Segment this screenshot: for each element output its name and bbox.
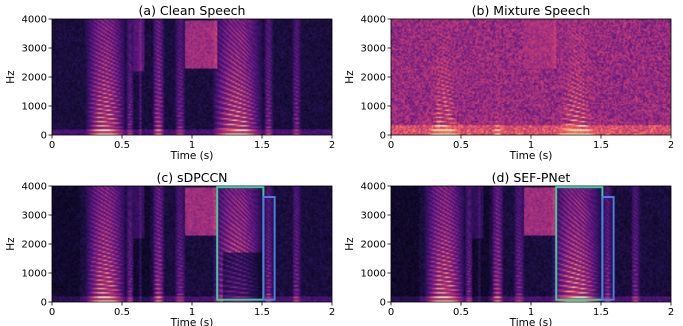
x-tick-label: 0 [388,307,394,318]
spectrogram-image [52,19,332,135]
y-tick-label: 4000 [361,182,386,193]
x-tick-label: 1.5 [254,140,270,151]
highlight-box-2 [262,196,276,301]
y-axis-label: Hz [344,70,356,84]
y-tick-label: 3000 [22,44,47,55]
spectrogram-image [391,186,671,302]
y-tick-label: 2000 [361,73,386,84]
x-tick-label: 0.5 [453,307,469,318]
x-tick-label: 0 [388,140,394,151]
y-tick-label: 4000 [22,15,47,26]
y-axis-label: Hz [5,237,17,251]
x-tick-label: 2 [329,140,335,151]
y-axis-label: Hz [5,70,17,84]
y-tick-label: 1000 [361,269,386,280]
panel-title: (b) Mixture Speech [472,3,591,18]
x-tick-label: 1 [189,140,195,151]
spectrogram-panel-2: (b) Mixture Speech 0 0.5 1 1.5 2 0 1000 2000 3000… [344,3,674,162]
x-tick-label: 2 [668,140,674,151]
x-tick-label: 1.5 [593,307,609,318]
x-axis-label: Time (s) [170,150,214,162]
y-tick-label: 2000 [361,240,386,251]
x-tick-label: 1 [528,307,534,318]
spectrogram-panel-4: (d) SEF-PNet 0 0.5 1 1.5 2 0 1000 2000 3000 4000 Ti… [344,170,674,326]
panel-title: (c) sDPCCN [156,170,227,185]
y-tick-label: 3000 [22,211,47,222]
x-tick-label: 0.5 [453,140,469,151]
spectrogram-panel-1: (a) Clean Speech 0 0.5 1 1.5 2 0 1000 2000 3000 40… [5,3,335,162]
x-tick-label: 2 [668,307,674,318]
x-tick-label: 1.5 [254,307,270,318]
spectrogram-image [52,186,332,302]
y-tick-label: 0 [380,131,386,142]
panel-title: (a) Clean Speech [139,3,246,18]
y-tick-label: 1000 [22,269,47,280]
x-axis-label: Time (s) [170,317,214,326]
x-axis-label: Time (s) [509,150,553,162]
x-tick-label: 0.5 [114,307,130,318]
y-tick-label: 3000 [361,44,386,55]
spectrogram-panel-3: (c) sDPCCN 0 0.5 1 1.5 2 0 1000 2000 3000 4000 Time… [5,170,335,326]
y-tick-label: 1000 [361,102,386,113]
spectrogram-image [391,19,671,135]
y-tick-label: 2000 [22,240,47,251]
x-tick-label: 1 [528,140,534,151]
y-tick-label: 0 [41,298,47,309]
x-tick-label: 0.5 [114,140,130,151]
x-tick-label: 0 [49,307,55,318]
x-tick-label: 0 [49,140,55,151]
x-axis-label: Time (s) [509,317,553,326]
y-tick-label: 3000 [361,211,386,222]
x-tick-label: 2 [329,307,335,318]
y-tick-label: 2000 [22,73,47,84]
y-tick-label: 4000 [22,182,47,193]
y-tick-label: 0 [41,131,47,142]
x-tick-label: 1 [189,307,195,318]
y-tick-label: 0 [380,298,386,309]
y-tick-label: 1000 [22,102,47,113]
panel-title: (d) SEF-PNet [492,170,571,185]
y-tick-label: 4000 [361,15,386,26]
y-axis-label: Hz [344,237,356,251]
highlight-box-2 [601,196,615,301]
x-tick-label: 1.5 [593,140,609,151]
